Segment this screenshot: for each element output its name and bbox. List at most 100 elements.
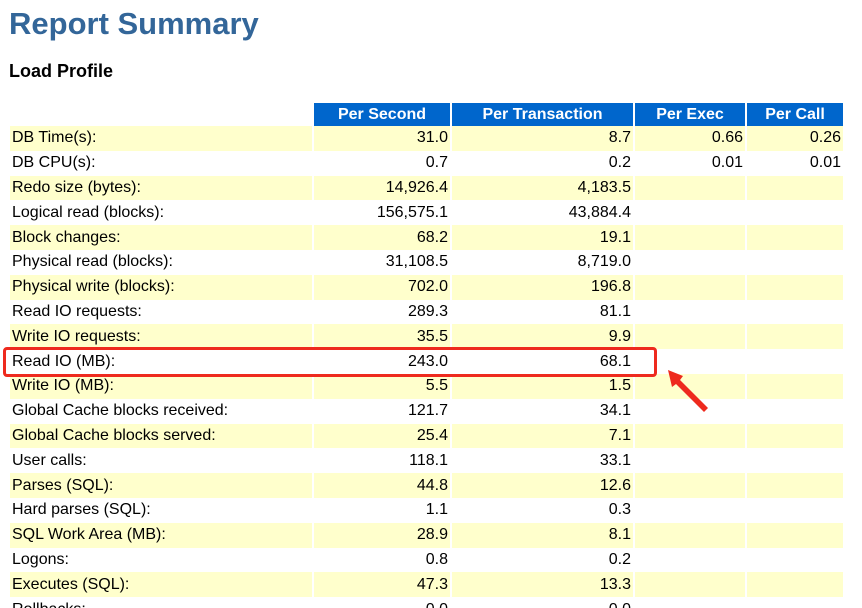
cell-per-second: 243.0 — [314, 349, 450, 374]
cell-per-transaction: 8.1 — [452, 522, 633, 548]
table-row: Rollbacks:0.00.0 — [10, 597, 843, 608]
table-row: DB CPU(s): 0.7 0.2 0.01 0.01 — [10, 150, 843, 176]
row-label: Block changes: — [10, 225, 312, 250]
row-label: Executes (SQL): — [10, 572, 312, 598]
cell-per-transaction: 196.8 — [452, 274, 633, 300]
table-row: Write IO (MB): 5.5 1.5 — [10, 373, 843, 399]
cell-per-exec — [635, 274, 745, 300]
cell-per-call — [747, 175, 843, 201]
section-title: Load Profile — [9, 61, 114, 81]
cell-per-call — [747, 249, 843, 275]
cell-per-call — [747, 299, 843, 325]
cell-per-call — [747, 200, 843, 226]
row-label: DB Time(s): — [10, 126, 312, 151]
row-label: SQL Work Area (MB): — [10, 522, 312, 548]
table-row: Physical write (blocks): 702.0 196.8 — [10, 274, 843, 300]
cell-per-exec — [635, 225, 745, 250]
cell-per-call — [747, 225, 843, 250]
row-label: Logical read (blocks): — [10, 200, 312, 226]
table-row: User calls: 118.1 33.1 — [10, 448, 843, 474]
table-row: Redo size (bytes): 14,926.4 4,183.5 — [10, 175, 843, 201]
cell-per-call — [747, 547, 843, 573]
header-row: Per Second Per Transaction Per Exec Per … — [10, 103, 843, 126]
cell-per-second: 702.0 — [314, 274, 450, 300]
cell-per-call — [747, 522, 843, 548]
cell-per-second: 121.7 — [314, 398, 450, 424]
cell-per-transaction: 34.1 — [452, 398, 633, 424]
table-row: Physical read (blocks): 31,108.5 8,719.0 — [10, 249, 843, 275]
row-label: Global Cache blocks received: — [10, 398, 312, 424]
header-per-call: Per Call — [747, 103, 843, 126]
table-row: Read IO requests: 289.3 81.1 — [10, 299, 843, 325]
cell-per-call — [747, 274, 843, 300]
cell-per-transaction: 4,183.5 — [452, 175, 633, 201]
header-label-column — [10, 103, 312, 126]
cell-per-exec — [635, 423, 745, 449]
cell-per-second: 0.7 — [314, 150, 450, 176]
cell-per-second: 35.5 — [314, 324, 450, 350]
table-row: Write IO requests: 35.5 9.9 — [10, 324, 843, 350]
cell-per-second: 25.4 — [314, 423, 450, 449]
cell-per-transaction: 8.7 — [452, 126, 633, 151]
cell-per-call — [747, 473, 843, 498]
cell-per-exec: 0.66 — [635, 126, 745, 151]
cell-per-transaction: 7.1 — [452, 423, 633, 449]
cell-per-exec — [635, 299, 745, 325]
cell-per-second: 1.1 — [314, 497, 450, 523]
cell-per-call: 0.26 — [747, 126, 843, 151]
table-body: DB Time(s): 31.0 8.7 0.66 0.26 DB CPU(s): 0.7 0… — [10, 126, 843, 608]
cell-per-call — [747, 349, 843, 374]
cell-per-exec — [635, 175, 745, 201]
row-label: Parses (SQL): — [10, 473, 312, 498]
cell-per-second: 31,108.5 — [314, 249, 450, 275]
cell-per-second: 5.5 — [314, 373, 450, 399]
cell-per-second: 14,926.4 — [314, 175, 450, 201]
row-label: Read IO requests: — [10, 299, 312, 325]
cell-per-transaction: 33.1 — [452, 448, 633, 474]
cell-per-exec — [635, 448, 745, 474]
row-label: Physical write (blocks): — [10, 274, 312, 300]
cell-per-call — [747, 497, 843, 523]
cell-per-second: 0.0 — [314, 597, 450, 608]
cell-per-transaction: 9.9 — [452, 324, 633, 350]
table-row: Hard parses (SQL): 1.1 0.3 — [10, 497, 843, 523]
table-row: Executes (SQL): 47.3 13.3 — [10, 572, 843, 598]
row-label: Redo size (bytes): — [10, 175, 312, 201]
table-row: DB Time(s): 31.0 8.7 0.66 0.26 — [10, 126, 843, 151]
table-row: Global Cache blocks received: 121.7 34.1 — [10, 398, 843, 424]
header-per-exec: Per Exec — [635, 103, 745, 126]
cell-per-transaction: 19.1 — [452, 225, 633, 250]
cell-per-second: 31.0 — [314, 126, 450, 151]
table-row: Read IO (MB): 243.0 68.1 — [10, 349, 843, 374]
cell-per-transaction: 0.3 — [452, 497, 633, 523]
cell-per-second: 47.3 — [314, 572, 450, 598]
cell-per-transaction: 0.0 — [452, 597, 633, 608]
cell-per-transaction: 43,884.4 — [452, 200, 633, 226]
row-label: User calls: — [10, 448, 312, 474]
row-label: Write IO (MB): — [10, 373, 312, 399]
cell-per-call — [747, 597, 843, 608]
cell-per-exec — [635, 522, 745, 548]
cell-per-second: 156,575.1 — [314, 200, 450, 226]
table-row: Parses (SQL): 44.8 12.6 — [10, 473, 843, 498]
cell-per-second: 28.9 — [314, 522, 450, 548]
cell-per-transaction: 0.2 — [452, 150, 633, 176]
cell-per-transaction: 1.5 — [452, 373, 633, 399]
table-row: Logical read (blocks): 156,575.1 43,884.4 — [10, 200, 843, 226]
table-row: Global Cache blocks served: 25.4 7.1 — [10, 423, 843, 449]
row-label: Write IO requests: — [10, 324, 312, 350]
row-label: Global Cache blocks served: — [10, 423, 312, 449]
cell-per-call — [747, 373, 843, 399]
cell-per-transaction: 12.6 — [452, 473, 633, 498]
cell-per-exec — [635, 249, 745, 275]
cell-per-transaction: 13.3 — [452, 572, 633, 598]
cell-per-exec — [635, 572, 745, 598]
cell-per-call — [747, 423, 843, 449]
arrow-annotation-icon — [668, 370, 708, 412]
report-title: Report Summary — [9, 6, 259, 41]
cell-per-second: 44.8 — [314, 473, 450, 498]
cell-per-exec: 0.01 — [635, 150, 745, 176]
cell-per-exec — [635, 497, 745, 523]
cell-per-second: 0.8 — [314, 547, 450, 573]
cell-per-exec — [635, 473, 745, 498]
